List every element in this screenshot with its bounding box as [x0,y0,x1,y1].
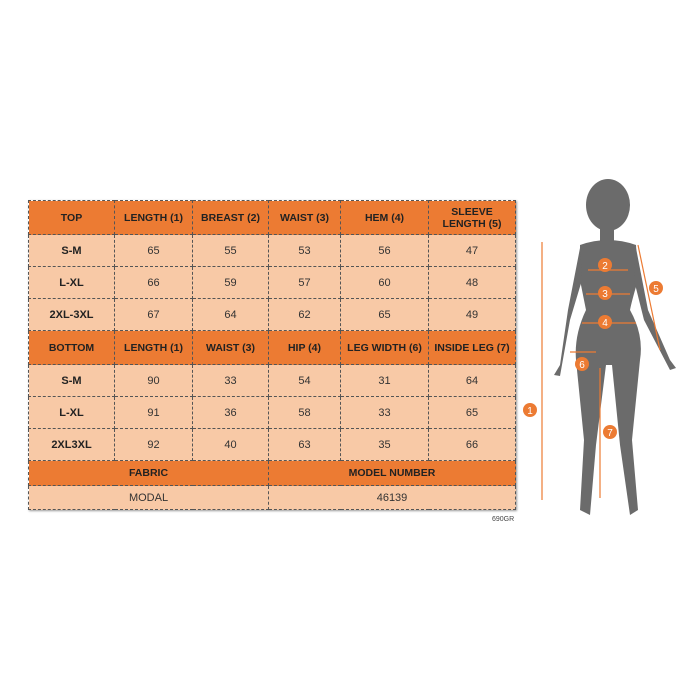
bottom-header-row: BOTTOM LENGTH (1) WAIST (3) HIP (4) LEG WIDT… [28,330,516,365]
top-size-row-cell: 65 [114,234,193,267]
top-size-row-cell: 2XL-3XL [28,298,115,331]
fabric-model-header-row-cell: MODEL NUMBER [268,460,516,486]
fabric-model-value-row: MODAL 46139 [28,485,516,510]
bottom-header-row-cell: BOTTOM [28,330,115,365]
bottom-size-row-cell: 54 [268,364,341,397]
top-size-row-cell: 53 [268,234,341,267]
size-chart-table: TOP LENGTH (1) BREAST (2) WAIST (3) HEM (4) S… [28,200,516,510]
top-size-row-cell: 66 [114,266,193,299]
fabric-model-value-row-cell: 46139 [268,485,516,510]
bottom-size-row-cell: 91 [114,396,193,429]
top-header-row-cell: WAIST (3) [268,200,341,235]
bottom-size-row-cell: 66 [428,428,516,461]
marker-circle [598,258,612,272]
bottom-size-row-cell: 40 [192,428,269,461]
bottom-size-row-cell: 64 [428,364,516,397]
top-size-row-cell: 59 [192,266,269,299]
bottom-size-row-cell: 90 [114,364,193,397]
marker-label: 5 [653,284,659,295]
top-header-row-cell: BREAST (2) [192,200,269,235]
bottom-size-row-cell: 35 [340,428,429,461]
marker-circle [523,403,537,417]
bottom-size-row-cell: L-XL [28,396,115,429]
bottom-header-row-cell: LEG WIDTH (6) [340,330,429,365]
top-size-row-cell: 60 [340,266,429,299]
bottom-size-row-cell: S-M [28,364,115,397]
top-header-row: TOP LENGTH (1) BREAST (2) WAIST (3) HEM (4) S… [28,200,516,235]
top-size-row: 2XL-3XL 67 64 62 65 49 [28,298,516,331]
top-size-row-cell: 67 [114,298,193,331]
top-size-row-cell: L-XL [28,266,115,299]
bottom-size-row-cell: 65 [428,396,516,429]
bottom-header-row-cell: LENGTH (1) [114,330,193,365]
marker-label: 1 [527,406,533,417]
top-size-row-cell: 65 [340,298,429,331]
top-size-row-cell: 57 [268,266,341,299]
marker-circle [598,315,612,329]
bottom-size-row-cell: 31 [340,364,429,397]
top-size-row-cell: 48 [428,266,516,299]
bottom-header-row-cell: INSIDE LEG (7) [428,330,516,365]
silhouette [554,179,676,515]
body-measurement-figure: 1 2 3 4 5 6 7 [523,179,676,515]
marker-label: 4 [602,318,608,329]
marker-circle [575,357,589,371]
marker-label: 6 [579,360,585,371]
top-size-row-cell: S-M [28,234,115,267]
top-header-row-cell: HEM (4) [340,200,429,235]
top-size-row-cell: 55 [192,234,269,267]
marker-label: 7 [607,428,613,439]
marker-circle [603,425,617,439]
bottom-size-row-cell: 92 [114,428,193,461]
top-header-row-cell: SLEEVE LENGTH (5) [428,200,516,235]
product-code: 690GR [492,516,515,523]
marker-circle [598,286,612,300]
top-size-row: L-XL 66 59 57 60 48 [28,266,516,299]
bottom-size-row: S-M 90 33 54 31 64 [28,364,516,397]
marker-label: 2 [602,261,608,272]
top-size-row: S-M 65 55 53 56 47 [28,234,516,267]
bottom-size-row-cell: 33 [192,364,269,397]
top-size-row-cell: 56 [340,234,429,267]
top-size-row-cell: 62 [268,298,341,331]
bottom-size-row-cell: 63 [268,428,341,461]
top-header-row-cell: TOP [28,200,115,235]
fabric-model-value-row-cell: MODAL [28,485,269,510]
top-size-row-cell: 64 [192,298,269,331]
marker-circle [649,281,663,295]
bottom-header-row-cell: WAIST (3) [192,330,269,365]
bottom-size-row-cell: 2XL3XL [28,428,115,461]
fabric-model-header-row-cell: FABRIC [28,460,269,486]
bottom-size-row-cell: 33 [340,396,429,429]
bottom-size-row-cell: 58 [268,396,341,429]
bottom-header-row-cell: HIP (4) [268,330,341,365]
bottom-size-row: L-XL 91 36 58 33 65 [28,396,516,429]
marker-label: 3 [602,289,608,300]
bottom-size-row-cell: 36 [192,396,269,429]
fabric-model-header-row: FABRIC MODEL NUMBER [28,460,516,486]
top-header-row-cell: LENGTH (1) [114,200,193,235]
top-size-row-cell: 47 [428,234,516,267]
bottom-size-row: 2XL3XL 92 40 63 35 66 [28,428,516,461]
top-size-row-cell: 49 [428,298,516,331]
